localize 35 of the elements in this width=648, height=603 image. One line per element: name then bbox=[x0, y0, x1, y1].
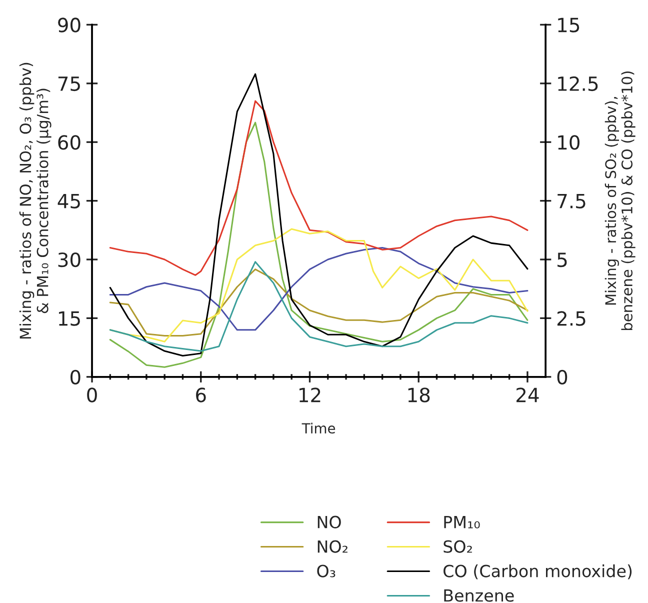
y2-axis-title: Mixing - ratios of SO₂ (ppbv), benzene (ppbv*10) & CO (ppbv*10) bbox=[604, 71, 636, 330]
legend-label: O₃ bbox=[317, 564, 336, 578]
y2-tick-label: 15 bbox=[558, 18, 580, 32]
y2-tick-label: 0 bbox=[557, 370, 568, 385]
y2-tick-label: 7.5 bbox=[558, 194, 586, 208]
y-tick-label: 90 bbox=[58, 18, 80, 32]
x-tick-label: 6 bbox=[196, 388, 206, 402]
y-tick-label: 0 bbox=[70, 370, 80, 385]
y2-tick-label: 10 bbox=[558, 135, 580, 150]
x-tick-label: 18 bbox=[408, 388, 430, 402]
line-series bbox=[109, 122, 528, 368]
legend-label: CO (Carbon monoxide) bbox=[444, 564, 632, 580]
y-axis-title: Mixing - ratios of NO, NO₂, O₃ (ppbv) & PM₁₀ Concentration (µg/m³) bbox=[19, 62, 52, 339]
x-tick-label: 0 bbox=[87, 388, 97, 402]
y2-tick-label: 12.5 bbox=[558, 76, 598, 92]
legend-label: NO₂ bbox=[318, 540, 348, 553]
legend-label: PM₁₀ bbox=[444, 516, 480, 528]
y-tick-label: 60 bbox=[58, 135, 80, 150]
line-series bbox=[109, 246, 528, 331]
x-tick-label: 24 bbox=[516, 388, 539, 402]
legend-label: SO₂ bbox=[444, 540, 472, 553]
y-tick-label: 30 bbox=[58, 252, 80, 268]
legend-label: Benzene bbox=[444, 589, 514, 602]
line-series bbox=[109, 268, 528, 337]
y-tick-label: 15 bbox=[58, 311, 80, 326]
line-series bbox=[109, 100, 528, 276]
y-tick-label: 75 bbox=[58, 76, 80, 92]
x-axis-title: Time bbox=[302, 422, 336, 434]
x-tick-label: 12 bbox=[300, 388, 320, 402]
legend-label: NO bbox=[318, 516, 341, 528]
y2-tick-label: 5 bbox=[558, 252, 567, 268]
line-series bbox=[109, 73, 528, 357]
y2-tick-label: 2.5 bbox=[557, 311, 586, 326]
y-tick-label: 45 bbox=[58, 194, 80, 208]
line-series bbox=[109, 261, 528, 352]
